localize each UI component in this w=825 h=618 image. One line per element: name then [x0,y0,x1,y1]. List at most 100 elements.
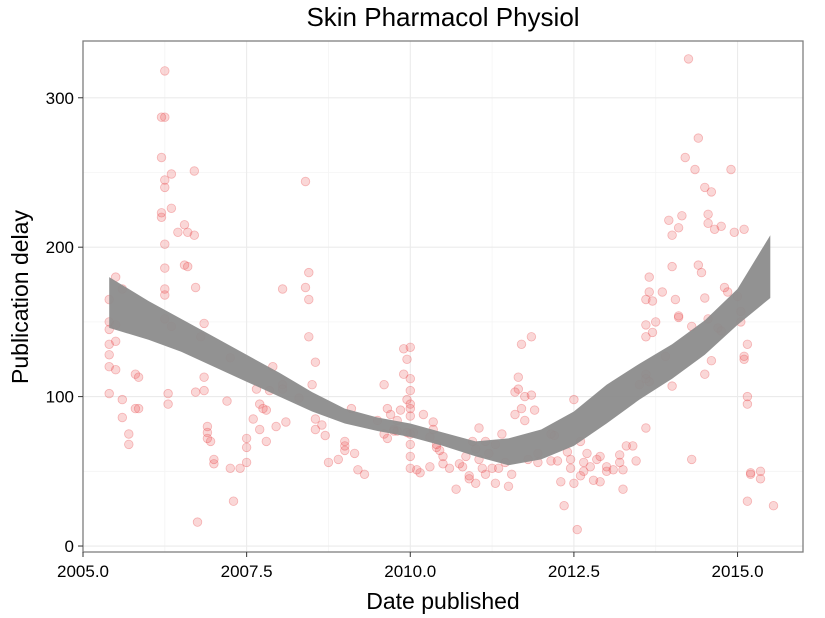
data-point [700,182,710,193]
data-point [670,294,681,305]
data-point [569,478,579,489]
data-point [160,284,170,294]
data-point [359,469,370,480]
data-point [117,394,128,405]
data-point [385,409,396,420]
data-point [402,394,412,405]
chart-title: Skin Pharmacol Physiol [306,2,579,32]
x-tick-label: 2012.5 [548,562,600,581]
data-point [241,442,252,453]
data-point [742,496,753,506]
data-point [382,403,393,414]
data-point [693,260,704,270]
data-point [497,429,507,439]
data-point [729,227,740,238]
data-point [395,405,406,415]
y-tick-label: 300 [46,89,74,108]
data-point [340,441,350,451]
data-point [277,284,288,294]
data-point [687,454,697,465]
x-axis: 2005.0 2007.5 2010.0 2012.5 2015.0 [57,552,764,581]
data-point [706,187,717,197]
data-point [405,399,416,409]
data-point [379,380,389,390]
data-point [117,412,128,423]
y-axis: 0 100 200 300 [46,89,83,556]
data-point [104,388,114,399]
data-point [526,332,537,342]
data-point [160,239,170,249]
data-point [160,290,170,300]
data-point [565,454,576,465]
data-point [641,423,651,433]
data-point [667,381,677,391]
data-point [585,462,596,472]
data-point [405,439,416,450]
data-point [647,296,658,306]
data-point [160,66,170,76]
data-point [317,420,327,430]
data-point [202,421,213,432]
data-point [166,203,177,214]
data-point [529,405,540,415]
data-point [241,433,252,444]
data-point [457,462,468,472]
data-point [526,390,537,400]
data-point [510,387,520,397]
data-point [340,436,350,447]
data-point [124,429,134,439]
data-point [261,405,272,415]
x-tick-label: 2010.0 [384,562,436,581]
data-point [615,457,625,468]
data-point [673,311,684,321]
smooth-band-layer [109,235,771,466]
data-point [340,445,350,456]
data-point [173,227,183,238]
data-point [742,391,753,402]
data-point [464,474,474,484]
data-point [435,445,445,456]
data-point [156,152,167,163]
data-point [579,457,589,468]
data-point [700,369,710,379]
data-point [641,294,651,305]
data-point [130,369,141,379]
data-point [399,369,409,379]
data-point [160,263,170,273]
y-axis-title: Publication delay [7,210,33,384]
data-point [320,430,330,441]
data-point [160,182,170,193]
data-point [428,417,438,427]
data-point [412,465,422,475]
data-point [163,388,173,399]
data-point [182,261,193,272]
data-point [651,317,661,327]
data-point [510,409,520,420]
data-point [569,394,579,405]
data-point [304,294,314,305]
data-point [641,320,651,330]
data-point [546,456,556,466]
data-point [739,224,749,235]
data-point [477,463,488,474]
data-point [310,414,321,424]
data-point [405,463,416,474]
data-point [700,293,710,303]
data-point [703,209,713,220]
y-tick-label: 100 [46,388,74,407]
smooth-confidence-band [109,235,771,466]
data-point [209,454,219,465]
data-point [716,221,726,232]
data-point [755,474,766,484]
data-point [133,403,144,414]
data-point [474,423,484,433]
data-point [209,459,219,469]
data-point [255,424,265,435]
data-point [683,54,694,64]
data-point [156,112,167,122]
data-point [228,496,239,506]
data-point [579,466,589,477]
data-point [225,463,236,474]
data-point [444,463,455,474]
